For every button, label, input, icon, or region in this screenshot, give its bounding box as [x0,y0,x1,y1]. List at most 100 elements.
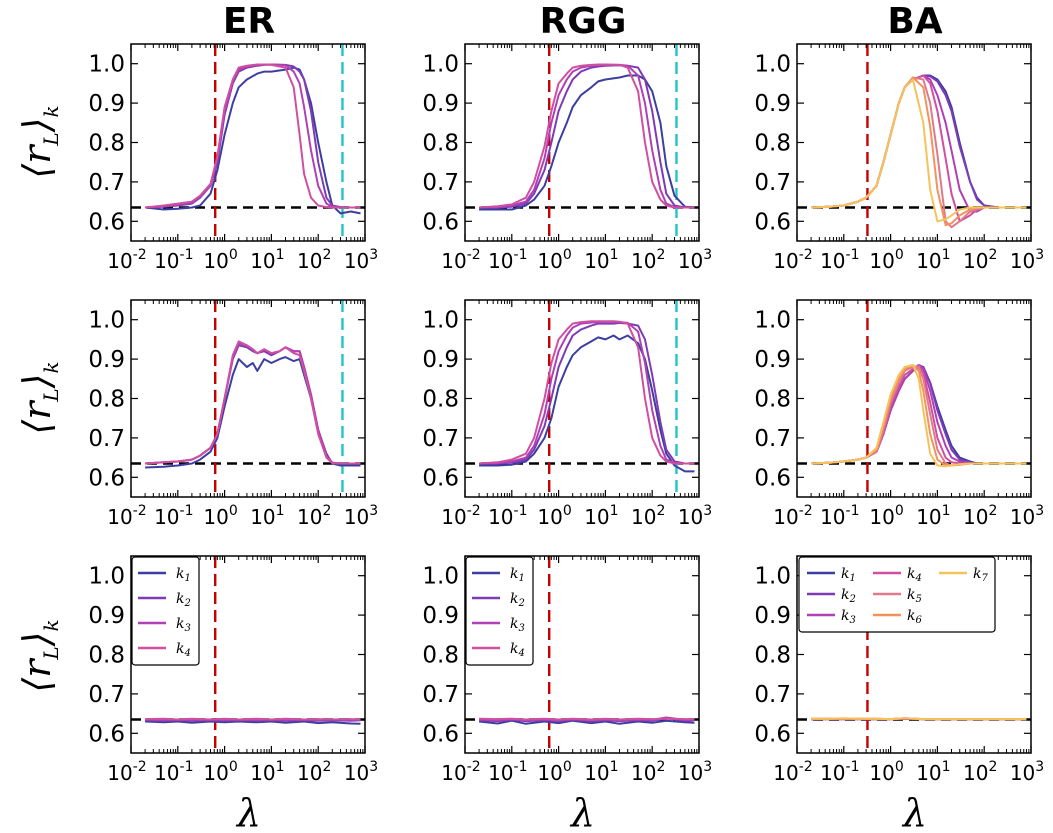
column-title-ba: BA [887,1,942,42]
y-axis-label-row2: ⟨rL⟩k [15,361,63,434]
y-tick-label: 1.0 [88,308,125,334]
x-tick-label: 10-1 [820,759,859,785]
x-tick-label: 100 [203,759,237,785]
x-tick-label: 102 [297,503,331,529]
y-tick-label: 1.0 [422,308,459,334]
series-group [479,320,695,473]
y-tick-label: 0.8 [422,131,459,157]
x-tick-label: 102 [297,759,331,785]
y-tick-label: 0.6 [754,209,791,235]
y-tick-label: 0.9 [422,603,459,629]
series-line-k2 [811,74,1027,209]
y-tick-label: 1.0 [754,564,791,590]
svg-text:⟨rL⟩k: ⟨rL⟩k [15,105,63,178]
y-tick-label: 1.0 [754,308,791,334]
series-line-k4 [145,717,361,721]
series-group [144,63,361,215]
panel-rgg-row3: 0.60.70.80.91.010-2 10-1 100 101 102 103k1k2k… [422,555,712,785]
legend-label-k5: k5 [907,587,922,605]
legend-label-k1: k1 [841,566,856,584]
y-tick-label: 0.7 [754,426,791,452]
x-tick-label: 101 [250,247,284,273]
series-line-k4 [479,63,695,209]
x-tick-label: 103 [678,503,712,529]
legend-label-k4: k4 [907,566,922,584]
x-tick-label: 101 [250,503,284,529]
x-axis-label-ba: λ [901,791,927,833]
x-tick-label: 103 [344,759,378,785]
x-tick-label: 101 [916,759,950,785]
x-tick-label: 102 [963,759,997,785]
legend-label-k4: k4 [510,641,525,659]
x-tick-label: 10-1 [820,503,859,529]
y-tick-label: 0.6 [422,465,459,491]
y-tick-label: 0.8 [754,643,791,669]
legend-label-k4: k4 [176,641,191,659]
series-line-k7 [811,364,1027,468]
series-line-k4 [811,74,1027,223]
x-tick-label: 10-1 [488,759,527,785]
x-tick-label: 102 [631,247,665,273]
series-line-k1 [144,66,361,215]
x-tick-label: 101 [916,247,950,273]
panel-rgg-row2: 0.6 0.7 0.8 0.9 1.0 10-2 10-1 100 101 102 103 [422,299,712,529]
y-tick-label: 0.9 [88,603,125,629]
series-line-k4 [145,340,361,465]
y-tick-label: 0.9 [422,347,459,373]
y-tick-label: 0.8 [88,387,125,413]
y-tick-label: 0.8 [422,387,459,413]
series-line-k1 [145,356,361,469]
y-tick-label: 0.7 [754,682,791,708]
y-tick-label: 0.7 [422,426,459,452]
series-line-k3 [811,74,1027,213]
x-tick-label: 103 [1010,503,1044,529]
series-line-k7 [811,78,1027,223]
y-tick-label: 0.7 [88,682,125,708]
x-tick-label: 102 [631,503,665,529]
legend: k1 k2 k3 k4 [131,556,200,666]
svg-text:⟨rL⟩k: ⟨rL⟩k [15,361,63,434]
legend-label-k1: k1 [176,566,191,584]
series-line-k1 [479,74,695,211]
x-tick-label: 10-2 [773,503,812,529]
y-tick-label: 0.9 [422,91,459,117]
series-line-k1 [479,334,695,473]
legend: k1 k2 k3 k4 k5 k6 k7 [798,556,996,633]
legend: k1 k2 k3 k4 [465,556,534,666]
x-tick-label: 103 [1010,247,1044,273]
series-line-k1 [811,74,1027,209]
legend-label-k2: k2 [841,587,856,605]
x-tick-label: 102 [963,247,997,273]
y-tick-label: 0.8 [422,643,459,669]
panel-er-row2: 0.6 0.7 0.8 0.9 1.0 10-2 10-1 100 101 102 103 [88,299,378,529]
panel-ba-row1: 0.6 0.7 0.8 0.9 1.0 10-2 10-1 100 101 102 103 [754,43,1044,273]
column-title-er: ER [223,1,275,42]
x-tick-label: 102 [631,759,665,785]
x-tick-label: 10-2 [773,247,812,273]
x-tick-label: 10-1 [488,247,527,273]
x-tick-label: 10-2 [107,247,146,273]
x-tick-label: 101 [584,759,618,785]
y-tick-label: 0.9 [88,91,125,117]
x-tick-label: 102 [297,247,331,273]
series-line-k4 [144,63,361,209]
x-tick-label: 10-2 [773,759,812,785]
x-tick-label: 100 [537,503,571,529]
x-tick-label: 103 [678,247,712,273]
legend-label-k2: k2 [510,591,525,609]
y-tick-label: 1.0 [754,52,791,78]
y-tick-label: 0.6 [754,465,791,491]
series-group [811,364,1027,468]
series-group [811,74,1027,229]
y-tick-label: 0.9 [88,347,125,373]
x-tick-label: 100 [537,759,571,785]
plot-frame [796,299,1032,498]
x-tick-label: 10-2 [441,247,480,273]
x-tick-label: 101 [584,503,618,529]
y-tick-label: 0.6 [754,721,791,747]
x-tick-label: 103 [344,247,378,273]
y-tick-label: 0.7 [88,170,125,196]
y-tick-label: 1.0 [88,52,125,78]
plot-frame [796,43,1032,242]
